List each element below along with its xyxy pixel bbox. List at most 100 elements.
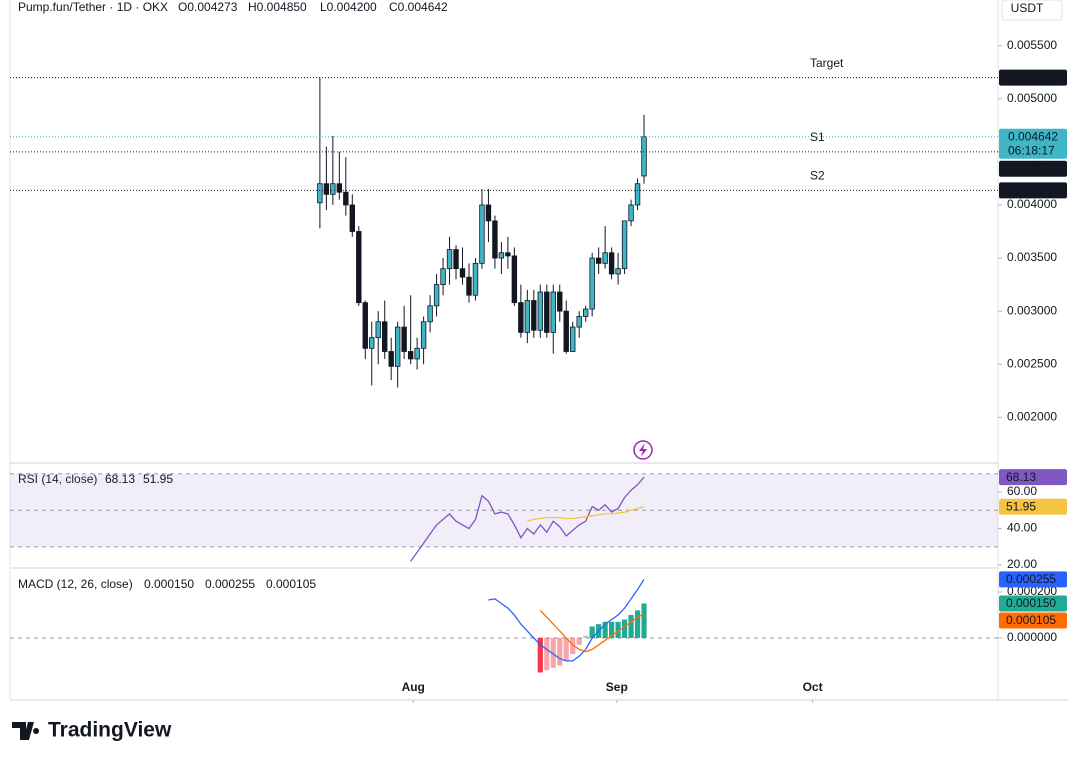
candle-body <box>433 284 440 307</box>
price-badge: 0.004137 <box>1008 183 1058 197</box>
x-tick-label: Oct <box>803 680 823 694</box>
candle-body <box>362 302 368 349</box>
candle-body <box>343 191 349 206</box>
candle-body <box>576 316 582 328</box>
histogram-bar <box>557 637 563 666</box>
candle-body <box>557 291 563 312</box>
histogram-bar <box>550 637 556 668</box>
price-badge: 0.005199 <box>1008 70 1058 84</box>
candle-body <box>446 249 453 270</box>
symbol: Pump.fun/Tether · 1D · OKX <box>18 0 168 14</box>
level-name: S2 <box>810 169 825 183</box>
candle-body <box>369 337 375 349</box>
rsi-badge: 68.13 <box>1006 470 1036 484</box>
histogram-bar <box>621 619 628 638</box>
candle-body <box>589 257 595 310</box>
candle-body <box>628 204 634 222</box>
candle-body <box>459 268 466 278</box>
legend-value: 51.95 <box>143 472 173 486</box>
macd-badge-bg <box>999 571 1067 588</box>
series-line <box>539 609 645 653</box>
y-tick-label: 40.00 <box>1007 521 1037 535</box>
y-tick-label: 0.005000 <box>1007 91 1057 105</box>
currency-box[interactable] <box>1001 0 1063 21</box>
histogram-bar <box>537 637 543 673</box>
lightning-icon[interactable] <box>633 440 653 460</box>
price-badge-bg <box>999 69 1067 86</box>
candle-body <box>615 268 621 275</box>
candle-body <box>336 183 343 193</box>
candle-body <box>595 257 602 264</box>
x-tick-label: Sep <box>606 680 628 694</box>
histogram-bar <box>615 621 621 638</box>
ohlc-close: C0.004642 <box>389 0 448 14</box>
y-tick-label: 0.005500 <box>1007 38 1057 52</box>
candle-body <box>505 252 511 257</box>
legend-value: 0.000255 <box>205 577 255 591</box>
candle-body <box>394 326 401 367</box>
macd-title: MACD (12, 26, close) <box>18 577 133 591</box>
candle-body <box>537 291 544 331</box>
candle-body <box>388 351 394 367</box>
candle-body <box>420 321 427 349</box>
candle-body <box>440 268 446 285</box>
candle-body <box>563 310 569 352</box>
candle-body <box>349 204 355 232</box>
histogram-bar <box>570 637 576 655</box>
series-line <box>410 476 645 562</box>
countdown: 06:18:17 <box>1008 143 1055 157</box>
candle-body <box>317 183 323 204</box>
candle-body <box>427 305 433 323</box>
price-badge: 0.004500 <box>1008 161 1058 175</box>
candle-body <box>582 308 589 317</box>
rsi-band <box>10 473 998 547</box>
candle-body <box>407 351 414 360</box>
candle-body <box>492 220 498 259</box>
candle-body <box>414 347 420 360</box>
tradingview-logo: TradingView <box>12 719 172 742</box>
series-line <box>527 506 645 522</box>
histogram-bar <box>583 635 589 638</box>
candle-body <box>608 252 615 275</box>
candle-body <box>401 326 407 352</box>
rsi-title: RSI (14, close) <box>18 472 97 486</box>
candle-body <box>472 262 479 296</box>
histogram-bar <box>609 621 615 638</box>
candle-body <box>602 252 608 264</box>
candle-body <box>466 276 472 296</box>
candle-body <box>621 220 628 270</box>
candle-body <box>634 183 641 206</box>
y-tick-label: 0.002500 <box>1007 356 1057 370</box>
y-tick-label: 60.00 <box>1007 484 1037 498</box>
candle-body <box>544 291 550 333</box>
macd-badge: 0.000255 <box>1006 572 1056 586</box>
histogram-bar <box>589 626 595 638</box>
currency: USDT <box>1011 1 1044 15</box>
candle-body <box>330 183 336 195</box>
y-tick-label: 0.000000 <box>1007 630 1057 644</box>
candle-body <box>524 300 531 333</box>
price-badge-bg <box>999 128 1067 159</box>
histogram-bar <box>602 621 608 638</box>
candle-body <box>485 204 492 222</box>
price-badge-bg <box>999 160 1067 177</box>
y-tick-label: 0.003500 <box>1007 250 1057 264</box>
candle-body <box>511 255 518 304</box>
price-badge-bg <box>999 182 1067 199</box>
candle-body <box>531 300 537 331</box>
histogram-bar <box>544 637 550 671</box>
ohlc-open: O0.004273 <box>178 0 238 14</box>
y-tick-label: 0.004000 <box>1007 197 1057 211</box>
macd-badge: 0.000150 <box>1006 596 1056 610</box>
candle-body <box>550 291 556 333</box>
candle-body <box>453 249 459 270</box>
candle-body <box>498 252 505 259</box>
histogram-bar <box>634 610 641 638</box>
candle-body <box>382 321 388 352</box>
rsi-badge: 51.95 <box>1006 499 1036 513</box>
histogram-bar <box>641 603 647 638</box>
macd-badge-bg <box>999 612 1067 629</box>
legend-value: 0.000105 <box>266 577 316 591</box>
